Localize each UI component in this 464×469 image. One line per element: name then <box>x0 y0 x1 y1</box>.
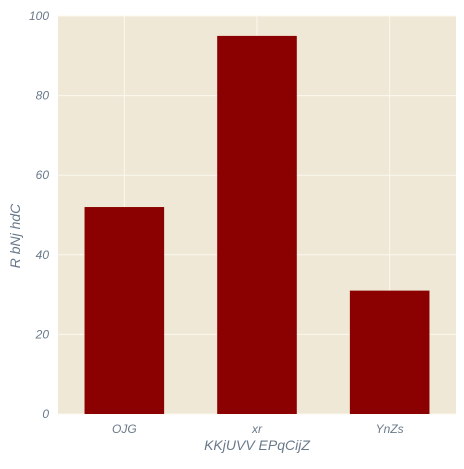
x-tick-label: YnZs <box>376 422 404 436</box>
x-axis-label: KKjUVV EPqCijZ <box>204 437 310 453</box>
y-tick-label: 40 <box>36 248 50 262</box>
x-tick-labels: OJG xr YnZs <box>112 422 404 436</box>
x-tick-label: xr <box>251 422 263 436</box>
y-tick-label: 60 <box>36 168 50 182</box>
x-tick-label: OJG <box>112 422 137 436</box>
y-tick-label: 80 <box>36 89 50 103</box>
y-axis-label: R bNj hdC <box>7 203 23 268</box>
y-tick-label: 100 <box>29 9 49 23</box>
bar-ynzs <box>349 290 430 414</box>
bar-ojg <box>84 207 165 414</box>
bars <box>84 35 430 415</box>
bar-xr <box>217 35 297 415</box>
y-tick-label: 20 <box>35 327 50 341</box>
y-tick-label: 0 <box>42 407 49 421</box>
y-tick-labels: 0 20 40 60 80 100 <box>29 9 49 421</box>
